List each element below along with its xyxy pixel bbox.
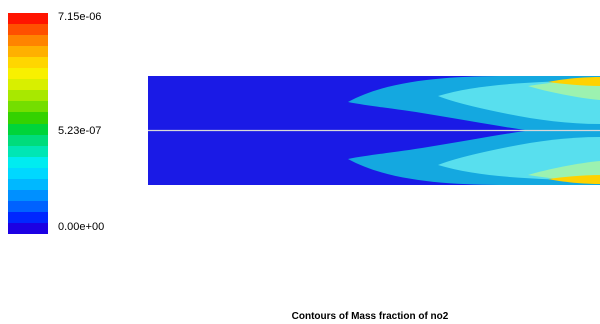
colorbar-band xyxy=(8,79,48,90)
colorbar-band xyxy=(8,57,48,68)
lower-plume-peak xyxy=(548,175,600,184)
colorbar-band xyxy=(8,179,48,190)
colorbar-band xyxy=(8,190,48,201)
colorbar-band xyxy=(8,101,48,112)
colorbar-band xyxy=(8,212,48,223)
colorbar-tick-mid: 5.23e-07 xyxy=(58,125,102,137)
contour-plot xyxy=(148,76,600,185)
colorbar-band xyxy=(8,46,48,57)
colorbar-tick-min: 0.00e+00 xyxy=(58,221,105,233)
colorbar-band xyxy=(8,223,48,234)
colorbar-band xyxy=(8,90,48,101)
upper-plume-peak xyxy=(548,77,600,86)
colorbar-band xyxy=(8,124,48,135)
colorbar-band xyxy=(8,35,48,46)
plot-title: Contours of Mass fraction of no2 xyxy=(291,311,449,322)
colorbar-band xyxy=(8,13,48,24)
colorbar-band xyxy=(8,168,48,179)
colorbar-tick-max: 7.15e-06 xyxy=(58,11,102,23)
colorbar-band xyxy=(8,135,48,146)
colorbar-band xyxy=(8,157,48,168)
colorbar-band xyxy=(8,68,48,79)
colorbar xyxy=(8,13,48,234)
colorbar-band xyxy=(8,146,48,157)
colorbar-band xyxy=(8,201,48,212)
colorbar-band xyxy=(8,112,48,124)
colorbar-band xyxy=(8,24,48,35)
